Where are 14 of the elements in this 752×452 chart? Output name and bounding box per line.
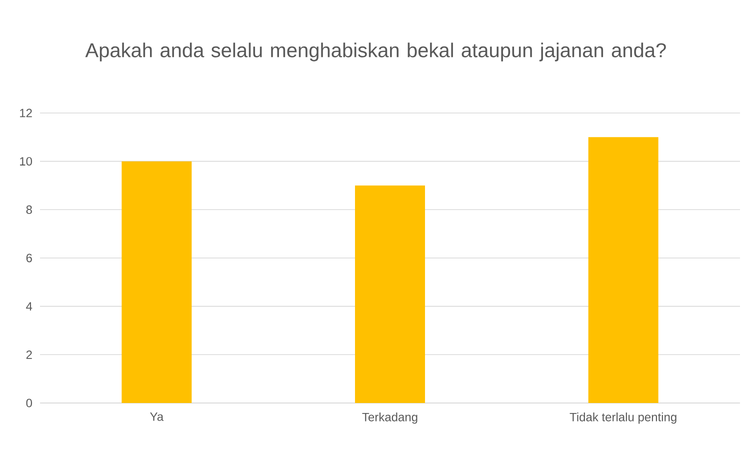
x-tick-label: Ya [150,412,164,421]
y-tick-label: 10 [20,157,32,166]
x-tick-label: Terkadang [362,412,418,424]
y-tick-label: 6 [26,254,32,262]
y-tick-label: 2 [26,350,32,359]
y-tick-label: 8 [26,205,32,214]
bar [355,185,426,403]
bar [122,161,192,403]
chart-title: Apakah anda selalu menghabiskan bekal ataupun jajanan anda? [85,42,666,62]
y-tick-label: 0 [26,398,32,408]
y-tick-label: 4 [26,302,32,310]
x-tick-label: Tidak terlalu penting [570,412,676,424]
bar [588,137,658,403]
y-tick-label: 12 [20,108,32,118]
